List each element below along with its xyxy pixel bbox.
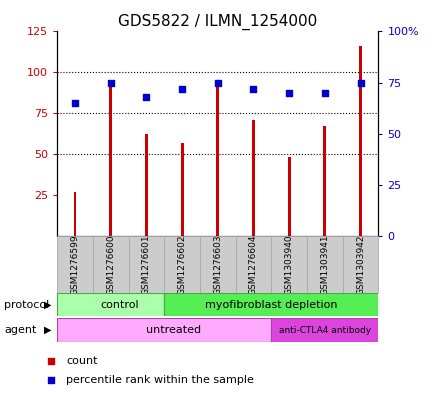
Point [107,79,114,86]
Point [296,288,303,294]
Text: GSM1276599: GSM1276599 [70,234,80,295]
Text: myofibroblast depletion: myofibroblast depletion [205,299,337,310]
Bar [57,293,164,316]
Bar [73,192,77,236]
Point [143,94,150,100]
Bar [307,236,343,293]
Bar [93,236,128,293]
Text: untreated: untreated [146,325,201,335]
Text: GSM1276604: GSM1276604 [249,234,258,294]
Bar [359,46,362,236]
Bar [216,87,219,236]
Point [214,79,221,86]
Bar [343,236,378,293]
Bar [271,318,378,342]
Text: GSM1276600: GSM1276600 [106,234,115,295]
Point [250,86,257,92]
Text: GSM1303941: GSM1303941 [320,234,330,295]
Bar [128,236,164,293]
Bar [109,87,112,236]
Bar [164,293,378,316]
Text: GSM1276603: GSM1276603 [213,234,222,295]
Bar [57,236,93,293]
Text: percentile rank within the sample: percentile rank within the sample [66,375,254,386]
Point [72,100,79,106]
Bar [57,318,271,342]
Bar [164,236,200,293]
Text: protocol: protocol [4,299,50,310]
Text: GSM1276602: GSM1276602 [178,234,187,294]
Text: ▶: ▶ [44,299,51,310]
Text: ▶: ▶ [44,325,51,335]
Text: agent: agent [4,325,37,335]
Bar [145,134,148,236]
Bar [288,157,290,236]
Bar [181,143,183,236]
Point [357,79,364,86]
Point [179,86,186,92]
Bar [236,236,271,293]
Text: GSM1303942: GSM1303942 [356,234,365,294]
Point [321,90,328,96]
Text: count: count [66,356,98,366]
Text: GSM1303940: GSM1303940 [285,234,293,295]
Point [296,109,303,115]
Bar [200,236,236,293]
Bar [252,120,255,236]
Title: GDS5822 / ILMN_1254000: GDS5822 / ILMN_1254000 [118,14,317,30]
Text: GSM1276601: GSM1276601 [142,234,151,295]
Point [286,90,293,96]
Bar [323,126,326,236]
Text: anti-CTLA4 antibody: anti-CTLA4 antibody [279,326,371,334]
Text: control: control [100,299,139,310]
Bar [271,236,307,293]
